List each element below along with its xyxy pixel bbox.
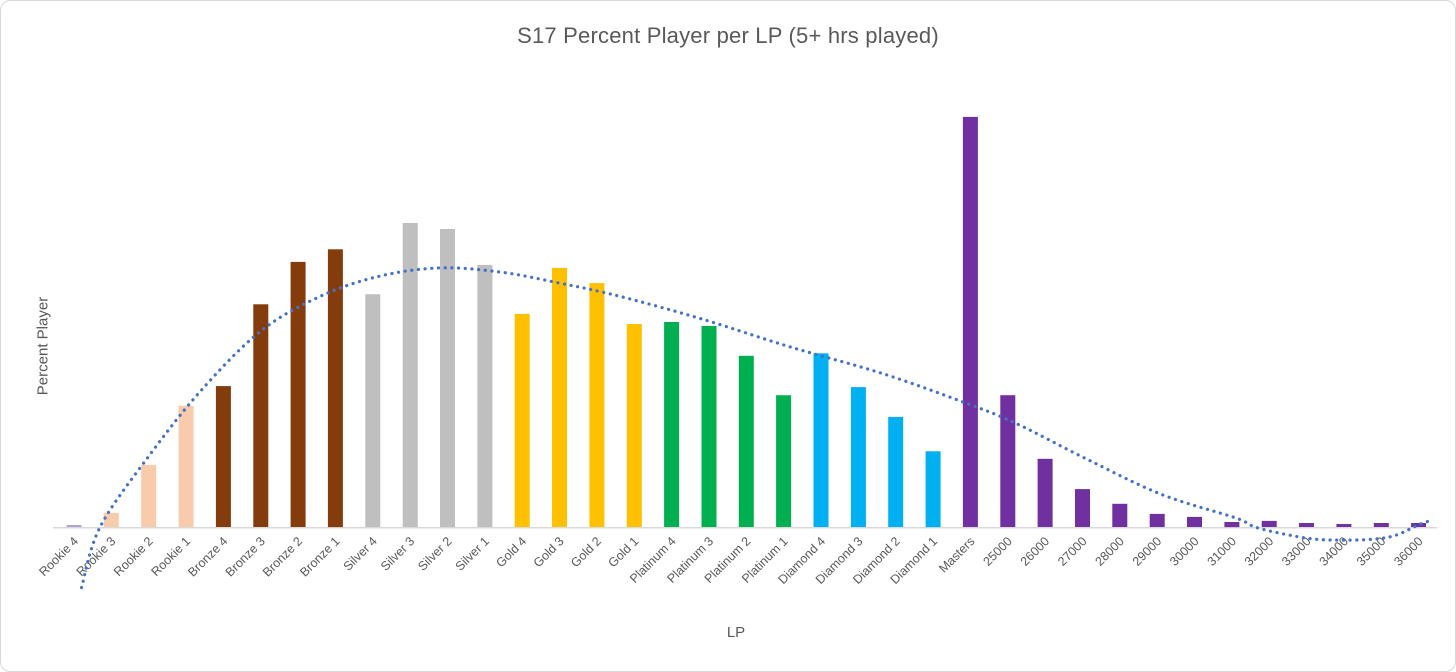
- bar-silver-4: [365, 294, 381, 527]
- bar-34000: [1336, 524, 1352, 527]
- x-tick-label-bronze-1: Bronze 1: [297, 534, 342, 579]
- bar-28000: [1112, 503, 1128, 527]
- x-axis-title: LP: [726, 624, 746, 641]
- bar-25000: [1000, 395, 1016, 527]
- bar-platinum-3: [701, 326, 717, 527]
- bar-masters: [962, 116, 978, 528]
- bar-33000: [1299, 523, 1314, 527]
- x-tick-label-gold-1: Gold 1: [605, 534, 641, 570]
- x-tick-label-silver-2: Silver 2: [415, 534, 454, 573]
- bar-bronze-4: [215, 386, 231, 527]
- x-tick-label-rookie-4: Rookie 4: [36, 534, 81, 579]
- bar-gold-3: [552, 267, 567, 527]
- bar-diamond-1: [925, 451, 941, 528]
- x-tick-label-gold-3: Gold 3: [531, 534, 567, 570]
- bar-31000: [1224, 522, 1240, 528]
- x-tick-label-29000: 29000: [1130, 534, 1165, 569]
- chart-title: S17 Percent Player per LP (5+ hrs played…: [517, 23, 939, 48]
- bar-30000: [1187, 516, 1202, 527]
- x-tick-label-rookie-2: Rookie 2: [111, 534, 156, 579]
- x-tick-label-rookie-1: Rookie 1: [148, 534, 193, 579]
- bar-bronze-1: [327, 249, 343, 528]
- bar-silver-3: [402, 223, 418, 527]
- bar-gold-2: [589, 283, 605, 527]
- x-tick-label-34000: 34000: [1317, 534, 1352, 569]
- x-tick-label-25000: 25000: [980, 534, 1015, 569]
- x-tick-label-31000: 31000: [1205, 534, 1240, 569]
- bar-32000: [1261, 520, 1277, 527]
- x-tick-label-silver-4: Silver 4: [341, 534, 380, 573]
- bar-26000: [1037, 458, 1053, 527]
- bar-bronze-3: [253, 304, 269, 527]
- bar-silver-2: [440, 229, 455, 527]
- bar-rookie-2: [141, 464, 157, 527]
- x-tick-label-30000: 30000: [1167, 534, 1202, 569]
- x-tick-label-bronze-2: Bronze 2: [260, 534, 305, 579]
- bar-29000: [1149, 513, 1165, 527]
- bar-diamond-2: [888, 416, 904, 527]
- bar-35000: [1373, 523, 1389, 527]
- bar-27000: [1075, 489, 1090, 527]
- x-tick-label-silver-3: Silver 3: [378, 534, 417, 573]
- bar-platinum-1: [776, 395, 792, 527]
- bar-platinum-2: [738, 355, 754, 527]
- bar-platinum-4: [664, 322, 680, 527]
- x-tick-label-26000: 26000: [1018, 534, 1053, 569]
- x-tick-label-32000: 32000: [1242, 534, 1277, 569]
- x-tick-label-36000: 36000: [1391, 534, 1426, 569]
- x-tick-label-gold-4: Gold 4: [493, 534, 529, 570]
- bar-gold-1: [626, 324, 642, 527]
- bar-rookie-1: [178, 405, 194, 527]
- x-tick-label-28000: 28000: [1092, 534, 1127, 569]
- trendline-dotted: [79, 266, 1436, 590]
- x-tick-label-27000: 27000: [1055, 534, 1090, 569]
- bar-diamond-4: [813, 353, 829, 527]
- bar-silver-1: [477, 264, 493, 527]
- bar-36000: [1411, 523, 1427, 527]
- x-tick-label-bronze-3: Bronze 3: [223, 534, 268, 579]
- bar-rookie-3: [103, 512, 119, 527]
- bar-gold-4: [514, 313, 530, 527]
- bar-bronze-2: [290, 261, 306, 527]
- x-tick-label-bronze-4: Bronze 4: [185, 534, 230, 579]
- x-tick-label-rookie-3: Rookie 3: [74, 534, 119, 579]
- x-tick-label-silver-1: Silver 1: [453, 534, 492, 573]
- x-tick-label-gold-2: Gold 2: [568, 534, 604, 570]
- x-tick-label-masters: Masters: [936, 534, 977, 575]
- bar-diamond-3: [850, 387, 866, 527]
- x-tick-label-33000: 33000: [1279, 534, 1314, 569]
- bar-rookie-4: [66, 525, 82, 527]
